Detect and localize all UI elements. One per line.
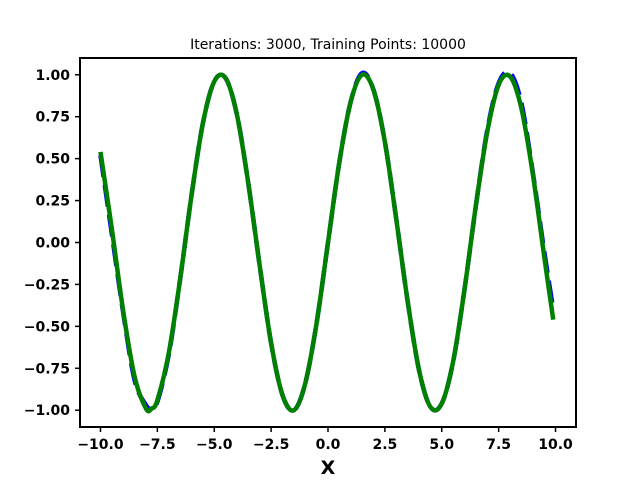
y-axis: 1.00 0.75 0.50 0.25 0.00 −0.25 −0.50 −0.75 −1.00	[24, 68, 80, 419]
y-tick-label: 0.00	[35, 236, 70, 252]
x-tick-label: 10.0	[538, 437, 573, 453]
x-tick-label: 2.5	[372, 437, 397, 453]
y-tick-label: −0.75	[24, 361, 70, 377]
y-tick-label: −0.50	[24, 319, 71, 335]
x-tick-label: −5.0	[196, 437, 233, 453]
x-tick-label: −10.0	[77, 437, 124, 453]
x-axis-label: X	[321, 457, 336, 479]
x-tick-label: −2.5	[253, 437, 290, 453]
chart-title: Iterations: 3000, Training Points: 10000	[190, 37, 466, 53]
y-tick-label: 0.75	[35, 110, 70, 126]
series-layer	[98, 69, 556, 414]
x-tick-label: 5.0	[429, 437, 454, 453]
y-tick-label: −0.25	[24, 277, 70, 293]
x-tick-label: −7.5	[139, 437, 176, 453]
x-tick-label: 0.0	[316, 437, 341, 453]
y-tick-label: −1.00	[24, 403, 71, 419]
y-tick-label: 0.50	[35, 152, 70, 168]
y-tick-label: 0.25	[35, 194, 70, 210]
series-line-solid	[98, 72, 556, 414]
y-tick-label: 1.00	[35, 68, 70, 84]
x-axis: −10.0 −7.5 −5.0 −2.5 0.0 2.5 5.0 7.5 10.0	[77, 427, 573, 453]
x-tick-label: 7.5	[486, 437, 511, 453]
